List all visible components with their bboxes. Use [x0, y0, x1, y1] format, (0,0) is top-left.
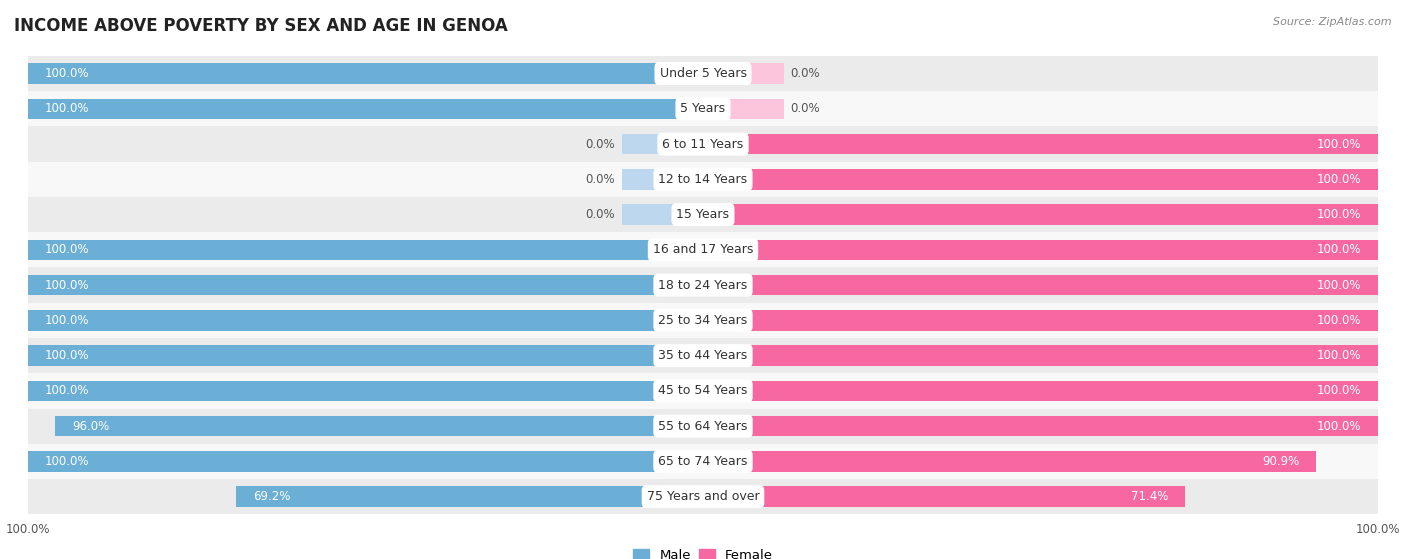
Bar — [703, 275, 1378, 295]
Bar — [28, 232, 1378, 267]
Text: Source: ZipAtlas.com: Source: ZipAtlas.com — [1274, 17, 1392, 27]
Text: 100.0%: 100.0% — [45, 455, 90, 468]
Text: 100.0%: 100.0% — [45, 278, 90, 292]
Text: 6 to 11 Years: 6 to 11 Years — [662, 138, 744, 150]
Bar — [28, 310, 703, 330]
Bar — [703, 169, 1378, 190]
Bar — [703, 98, 785, 119]
Text: Under 5 Years: Under 5 Years — [659, 67, 747, 80]
Bar — [28, 63, 703, 84]
Text: 100.0%: 100.0% — [45, 102, 90, 115]
Bar — [28, 451, 703, 472]
Text: 18 to 24 Years: 18 to 24 Years — [658, 278, 748, 292]
Text: 0.0%: 0.0% — [790, 67, 820, 80]
Bar — [28, 267, 1378, 303]
Bar — [28, 338, 1378, 373]
Bar — [28, 444, 1378, 479]
Bar — [703, 205, 1378, 225]
Text: 35 to 44 Years: 35 to 44 Years — [658, 349, 748, 362]
Text: 100.0%: 100.0% — [1316, 173, 1361, 186]
Bar — [28, 345, 703, 366]
Bar — [28, 275, 703, 295]
Text: 100.0%: 100.0% — [1316, 314, 1361, 327]
Bar — [28, 197, 1378, 232]
Bar — [703, 345, 1378, 366]
Bar — [28, 98, 703, 119]
Bar — [55, 416, 703, 437]
Text: 100.0%: 100.0% — [1316, 385, 1361, 397]
Text: 5 Years: 5 Years — [681, 102, 725, 115]
Text: 100.0%: 100.0% — [1316, 138, 1361, 150]
Bar — [28, 303, 1378, 338]
Text: 100.0%: 100.0% — [1316, 243, 1361, 257]
Bar — [621, 205, 703, 225]
Text: 12 to 14 Years: 12 to 14 Years — [658, 173, 748, 186]
Text: 0.0%: 0.0% — [586, 138, 616, 150]
Bar — [28, 126, 1378, 162]
Bar — [703, 134, 1378, 154]
Text: 100.0%: 100.0% — [45, 243, 90, 257]
Text: 65 to 74 Years: 65 to 74 Years — [658, 455, 748, 468]
Bar — [236, 486, 703, 507]
Text: 100.0%: 100.0% — [45, 67, 90, 80]
Text: 100.0%: 100.0% — [1316, 278, 1361, 292]
Bar — [28, 373, 1378, 409]
Text: 75 Years and over: 75 Years and over — [647, 490, 759, 503]
Bar — [703, 381, 1378, 401]
Text: 100.0%: 100.0% — [45, 385, 90, 397]
Text: 90.9%: 90.9% — [1263, 455, 1299, 468]
Text: 55 to 64 Years: 55 to 64 Years — [658, 420, 748, 433]
Bar — [703, 416, 1378, 437]
Bar — [28, 409, 1378, 444]
Text: INCOME ABOVE POVERTY BY SEX AND AGE IN GENOA: INCOME ABOVE POVERTY BY SEX AND AGE IN G… — [14, 17, 508, 35]
Text: 71.4%: 71.4% — [1130, 490, 1168, 503]
Bar — [621, 134, 703, 154]
Bar — [703, 240, 1378, 260]
Bar — [703, 310, 1378, 330]
Bar — [703, 63, 785, 84]
Bar — [28, 162, 1378, 197]
Bar — [28, 381, 703, 401]
Text: 69.2%: 69.2% — [253, 490, 290, 503]
Bar — [703, 451, 1316, 472]
Text: 15 Years: 15 Years — [676, 208, 730, 221]
Text: 0.0%: 0.0% — [586, 173, 616, 186]
Text: 100.0%: 100.0% — [45, 314, 90, 327]
Bar — [703, 486, 1185, 507]
Text: 25 to 34 Years: 25 to 34 Years — [658, 314, 748, 327]
Text: 100.0%: 100.0% — [1316, 349, 1361, 362]
Legend: Male, Female: Male, Female — [627, 543, 779, 559]
Text: 96.0%: 96.0% — [72, 420, 110, 433]
Text: 100.0%: 100.0% — [45, 349, 90, 362]
Text: 0.0%: 0.0% — [586, 208, 616, 221]
Text: 16 and 17 Years: 16 and 17 Years — [652, 243, 754, 257]
Text: 0.0%: 0.0% — [790, 102, 820, 115]
Bar — [28, 56, 1378, 91]
Bar — [28, 240, 703, 260]
Text: 100.0%: 100.0% — [1316, 208, 1361, 221]
Text: 100.0%: 100.0% — [1316, 420, 1361, 433]
Bar — [28, 91, 1378, 126]
Text: 45 to 54 Years: 45 to 54 Years — [658, 385, 748, 397]
Bar — [28, 479, 1378, 514]
Bar — [621, 169, 703, 190]
